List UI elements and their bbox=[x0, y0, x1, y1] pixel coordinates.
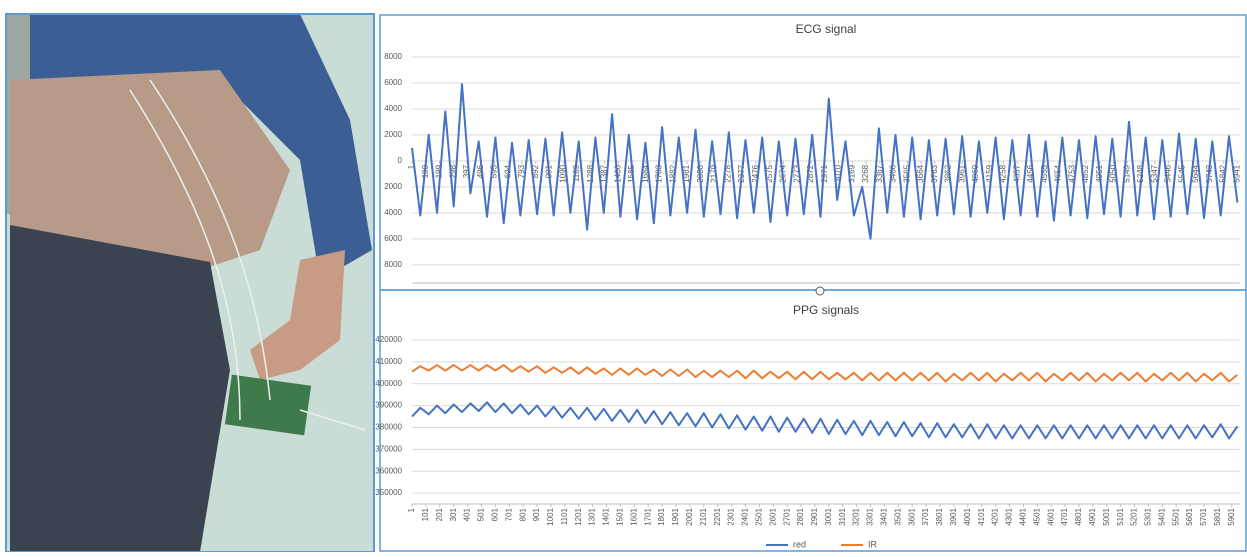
x-tick-label: 4801 bbox=[1074, 507, 1083, 525]
chart-title: PPG signals bbox=[793, 303, 859, 317]
x-tick-label: 101 bbox=[421, 507, 430, 521]
x-tick-label: 4701 bbox=[1060, 507, 1069, 525]
legend-label: IR bbox=[868, 539, 878, 549]
x-tick-label: 4301 bbox=[1005, 507, 1014, 525]
x-tick-label: 1 bbox=[407, 507, 416, 512]
x-tick-label: 2301 bbox=[727, 507, 736, 525]
photo bbox=[6, 14, 374, 552]
y-tick-label: 8000 bbox=[384, 52, 402, 61]
x-tick-label: 4201 bbox=[991, 507, 1000, 525]
x-tick-label: 5801 bbox=[1213, 507, 1222, 525]
x-tick-label: 1601 bbox=[629, 507, 638, 525]
x-tick-label: 1301 bbox=[588, 507, 597, 525]
x-tick-label: 5301 bbox=[1144, 507, 1153, 525]
x-tick-label: 801 bbox=[518, 507, 527, 521]
x-tick-label: 5601 bbox=[1185, 507, 1194, 525]
x-tick-label: 2801 bbox=[796, 507, 805, 525]
x-tick-label: 2101 bbox=[699, 507, 708, 525]
resize-handle bbox=[816, 287, 824, 295]
x-tick-label: 3268 bbox=[861, 164, 870, 182]
y-tick-label: 4000 bbox=[384, 104, 402, 113]
y-tick-label: 390000 bbox=[375, 401, 402, 410]
x-tick-label: 4601 bbox=[1046, 507, 1055, 525]
x-tick-label: 1801 bbox=[657, 507, 666, 525]
x-tick-label: 2901 bbox=[810, 507, 819, 525]
y-tick-label: 0 bbox=[398, 156, 403, 165]
y-tick-label: 360000 bbox=[375, 466, 402, 475]
photo-pants bbox=[10, 225, 230, 552]
legend-label: red bbox=[793, 539, 806, 549]
x-tick-label: 5201 bbox=[1130, 507, 1139, 525]
y-tick-label: 420000 bbox=[375, 335, 402, 344]
y-tick-label: 370000 bbox=[375, 444, 402, 453]
x-tick-label: 2201 bbox=[713, 507, 722, 525]
chart-title: ECG signal bbox=[796, 22, 857, 36]
x-tick-label: 3401 bbox=[880, 507, 889, 525]
x-tick-label: 3501 bbox=[893, 507, 902, 525]
x-tick-label: 1401 bbox=[602, 507, 611, 525]
x-tick-label: 1201 bbox=[574, 507, 583, 525]
x-tick-label: 3201 bbox=[852, 507, 861, 525]
x-tick-label: 3901 bbox=[949, 507, 958, 525]
x-tick-label: 501 bbox=[477, 507, 486, 521]
x-tick-label: 401 bbox=[463, 507, 472, 521]
figure: ECG signal 8000 6000 4000 2000 0 2000 4000 6000 8… bbox=[0, 0, 1247, 552]
x-tick-label: 201 bbox=[435, 507, 444, 521]
series-line bbox=[412, 402, 1237, 438]
x-tick-label: 2001 bbox=[685, 507, 694, 525]
x-tick-label: 5401 bbox=[1157, 507, 1166, 525]
x-tick-label: 1701 bbox=[643, 507, 652, 525]
x-tick-label: 4101 bbox=[977, 507, 986, 525]
x-tick-label: 701 bbox=[504, 507, 513, 521]
y-tick-label: 2000 bbox=[384, 182, 402, 191]
x-tick-label: 3101 bbox=[838, 507, 847, 525]
x-tick-label: 4501 bbox=[1032, 507, 1041, 525]
x-tick-label: 5701 bbox=[1199, 507, 1208, 525]
y-tick-label: 6000 bbox=[384, 78, 402, 87]
x-tick-label: 5901 bbox=[1227, 507, 1236, 525]
x-tick-label: 601 bbox=[490, 507, 499, 521]
x-tick-label: 2401 bbox=[741, 507, 750, 525]
series-line bbox=[412, 365, 1237, 381]
x-tick-label: 1001 bbox=[546, 507, 555, 525]
x-tick-label: 2701 bbox=[782, 507, 791, 525]
x-tick-label: 2501 bbox=[754, 507, 763, 525]
x-tick-label: 901 bbox=[532, 507, 541, 521]
y-tick-label: 8000 bbox=[384, 260, 402, 269]
y-tick-label: 2000 bbox=[384, 130, 402, 139]
y-tick-label: 4000 bbox=[384, 208, 402, 217]
x-tick-label: 3701 bbox=[921, 507, 930, 525]
x-tick-label: 496 bbox=[476, 164, 485, 178]
x-tick-label: 3601 bbox=[907, 507, 916, 525]
x-tick-label: 3001 bbox=[824, 507, 833, 525]
x-tick-label: 1901 bbox=[671, 507, 680, 525]
y-tick-label: 380000 bbox=[375, 423, 402, 432]
x-tick-label: 3301 bbox=[866, 507, 875, 525]
x-tick-label: 4401 bbox=[1018, 507, 1027, 525]
x-tick-label: 1101 bbox=[560, 507, 569, 525]
y-tick-label: 410000 bbox=[375, 357, 402, 366]
x-tick-label: 5501 bbox=[1171, 507, 1180, 525]
x-tick-label: 3801 bbox=[935, 507, 944, 525]
x-tick-label: 301 bbox=[449, 507, 458, 521]
x-tick-label: 5101 bbox=[1116, 507, 1125, 525]
x-tick-label: 4001 bbox=[963, 507, 972, 525]
x-tick-label: 4901 bbox=[1088, 507, 1097, 525]
y-tick-label: 400000 bbox=[375, 379, 402, 388]
x-tick-label: 2601 bbox=[768, 507, 777, 525]
y-tick-label: 350000 bbox=[375, 488, 402, 497]
x-tick-label: 1501 bbox=[616, 507, 625, 525]
y-tick-label: 6000 bbox=[384, 234, 402, 243]
x-tick-label: 5001 bbox=[1102, 507, 1111, 525]
